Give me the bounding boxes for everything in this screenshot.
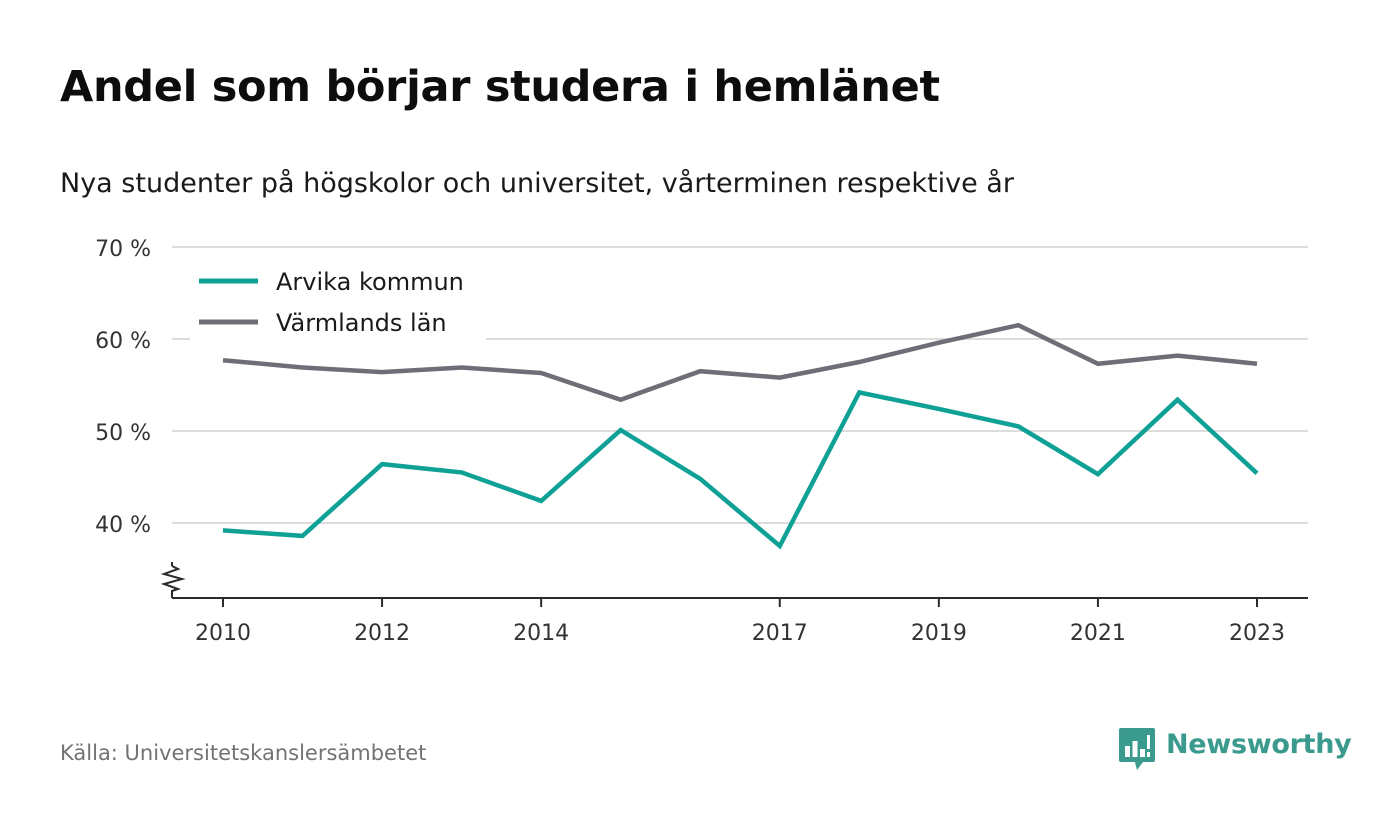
legend-background [190,262,486,340]
series-line-v-rmlands-l-n [222,322,1258,403]
x-tick-label: 2021 [1070,621,1126,646]
x-tick-label: 2012 [354,621,410,646]
x-axis-tick-labels: 2010 2012 2014 2017 2019 2021 2023 [195,598,1285,646]
x-tick-label: 2017 [752,621,808,646]
x-tick-label: 2010 [195,621,251,646]
legend-label: Arvika kommun [276,268,464,296]
chart-title: Andel som börjar studera i hemlänet [60,62,940,112]
newsworthy-logo-icon [1119,728,1155,770]
axes [160,562,1308,599]
chart-subtitle: Nya studenter på högskolor och universit… [60,168,1014,199]
y-tick-label: 50 % [95,421,151,446]
newsworthy-logo: Newsworthy [1118,727,1352,773]
grid-lines [172,246,1308,524]
legend-label: Värmlands län [276,309,447,337]
x-tick-label: 2014 [513,621,569,646]
series-lines [222,322,1259,550]
legend: Arvika kommun Värmlands län [190,262,486,340]
series-line-arvika-kommun [222,389,1259,550]
x-tick-label: 2019 [911,621,967,646]
y-tick-label: 70 % [95,237,151,262]
y-tick-label: 40 % [95,513,151,538]
source-note: Källa: Universitetskanslersämbetet [60,741,427,765]
x-tick-label: 2023 [1229,621,1285,646]
brand-name: Newsworthy [1166,729,1352,760]
y-axis-tick-labels: 40 % 50 % 60 % 70 % [95,237,151,538]
y-tick-label: 60 % [95,329,151,354]
y-axis-break [160,565,186,598]
